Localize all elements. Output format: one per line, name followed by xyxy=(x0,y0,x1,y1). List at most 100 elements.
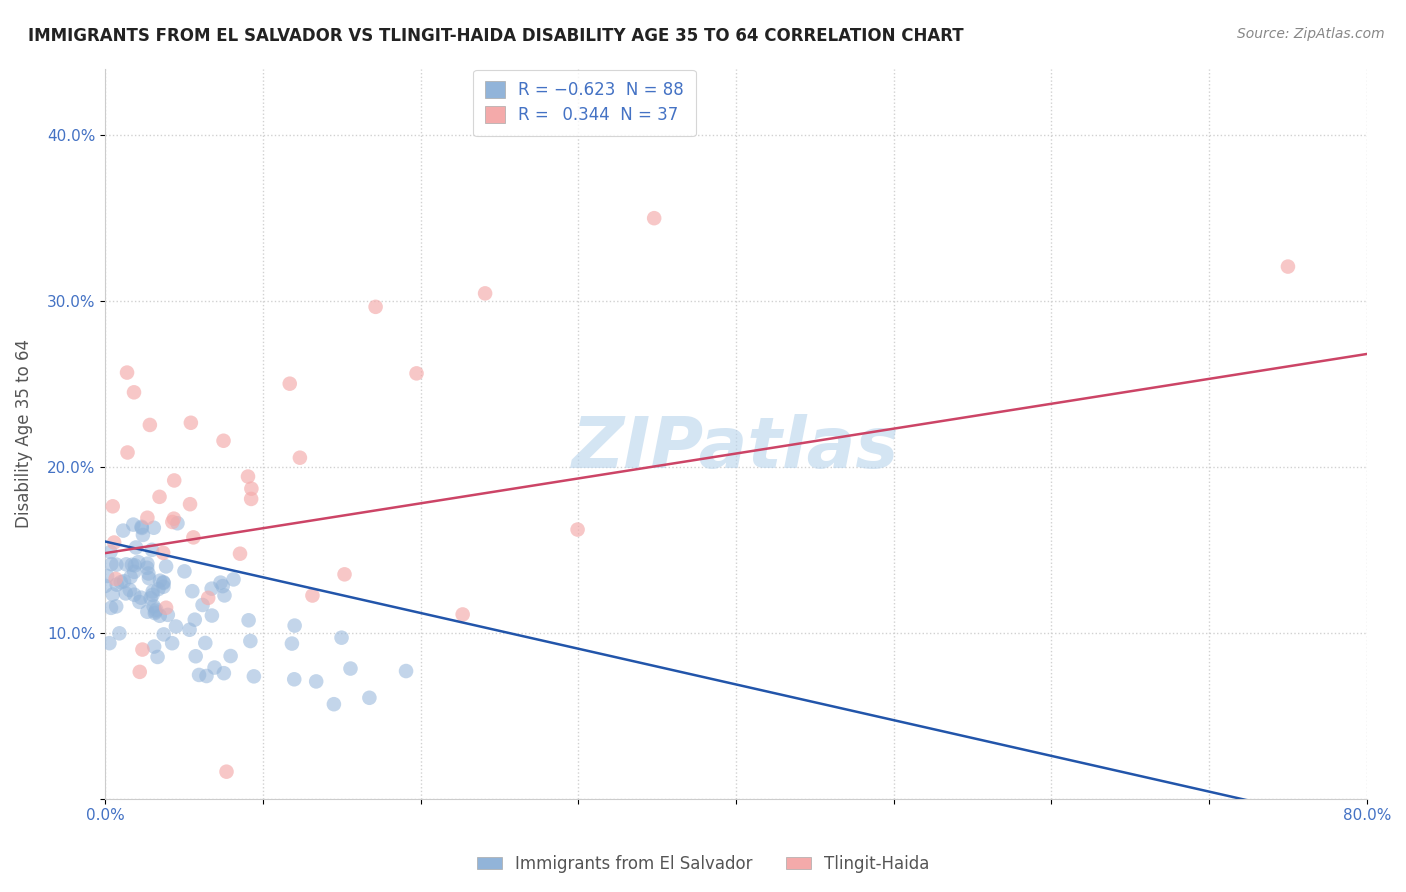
Point xyxy=(129,591,152,605)
Point xyxy=(143,640,166,654)
Point xyxy=(179,623,201,637)
Point xyxy=(238,613,260,627)
Point xyxy=(278,376,301,391)
Point xyxy=(284,618,307,632)
Point xyxy=(281,637,304,651)
Point xyxy=(125,541,148,555)
Point xyxy=(183,530,205,544)
Point xyxy=(288,450,311,465)
Point xyxy=(131,521,153,535)
Point xyxy=(136,557,159,571)
Point xyxy=(138,571,160,585)
Point xyxy=(104,572,127,586)
Point xyxy=(101,500,124,514)
Point xyxy=(143,606,166,620)
Point xyxy=(139,591,162,606)
Point xyxy=(201,608,224,623)
Point xyxy=(136,510,159,524)
Point xyxy=(197,591,219,605)
Text: IMMIGRANTS FROM EL SALVADOR VS TLINGIT-HAIDA DISABILITY AGE 35 TO 64 CORRELATION: IMMIGRANTS FROM EL SALVADOR VS TLINGIT-H… xyxy=(28,27,963,45)
Point xyxy=(405,367,427,381)
Point xyxy=(240,482,263,496)
Point xyxy=(149,608,172,623)
Point xyxy=(152,575,174,590)
Text: ZIPatlas: ZIPatlas xyxy=(572,414,900,483)
Point xyxy=(204,660,226,674)
Point xyxy=(145,604,167,618)
Point xyxy=(138,566,160,581)
Point xyxy=(333,567,356,582)
Point xyxy=(181,584,204,599)
Point xyxy=(215,764,238,779)
Point xyxy=(330,631,353,645)
Point xyxy=(243,669,266,683)
Point xyxy=(364,300,387,314)
Point xyxy=(122,588,145,602)
Point xyxy=(105,577,128,591)
Point xyxy=(567,523,589,537)
Point xyxy=(122,385,145,400)
Point xyxy=(219,648,242,663)
Point xyxy=(112,574,135,589)
Point xyxy=(155,600,177,615)
Point xyxy=(166,516,188,531)
Point xyxy=(201,582,224,596)
Point xyxy=(120,570,142,584)
Point xyxy=(148,582,170,596)
Point xyxy=(322,697,344,711)
Point xyxy=(96,569,118,583)
Point xyxy=(163,474,186,488)
Point xyxy=(122,565,145,579)
Point xyxy=(105,599,128,614)
Point xyxy=(212,434,235,448)
Point xyxy=(162,515,184,529)
Point xyxy=(146,649,169,664)
Point xyxy=(152,580,174,594)
Point xyxy=(100,557,122,571)
Point xyxy=(194,636,217,650)
Point xyxy=(209,575,232,590)
Point xyxy=(98,636,121,650)
Point xyxy=(1277,260,1299,274)
Point xyxy=(283,673,305,687)
Point xyxy=(117,445,139,459)
Point xyxy=(105,558,128,572)
Point xyxy=(451,607,474,622)
Y-axis label: Disability Age 35 to 64: Disability Age 35 to 64 xyxy=(15,339,32,528)
Point xyxy=(124,558,146,573)
Point xyxy=(103,535,125,549)
Point xyxy=(222,573,245,587)
Point xyxy=(145,603,167,617)
Point xyxy=(142,584,165,599)
Point xyxy=(101,587,124,601)
Point xyxy=(214,588,236,602)
Point xyxy=(127,555,149,569)
Point xyxy=(114,586,136,600)
Point xyxy=(108,626,131,640)
Point xyxy=(339,662,361,676)
Point xyxy=(156,607,179,622)
Point xyxy=(141,542,163,557)
Point xyxy=(179,497,201,511)
Point xyxy=(301,589,323,603)
Point xyxy=(359,690,381,705)
Point xyxy=(136,561,159,575)
Point xyxy=(136,605,159,619)
Point xyxy=(191,598,214,612)
Point xyxy=(180,416,202,430)
Point xyxy=(122,517,145,532)
Legend: Immigrants from El Salvador, Tlingit-Haida: Immigrants from El Salvador, Tlingit-Hai… xyxy=(470,848,936,880)
Point xyxy=(142,588,165,602)
Point xyxy=(152,627,174,641)
Point xyxy=(110,575,132,590)
Point xyxy=(155,559,177,574)
Point xyxy=(115,558,138,572)
Point xyxy=(132,528,155,542)
Point xyxy=(239,634,262,648)
Point xyxy=(148,490,170,504)
Point xyxy=(395,664,418,678)
Point xyxy=(474,286,496,301)
Point xyxy=(152,546,174,560)
Point xyxy=(195,669,218,683)
Point xyxy=(100,545,122,559)
